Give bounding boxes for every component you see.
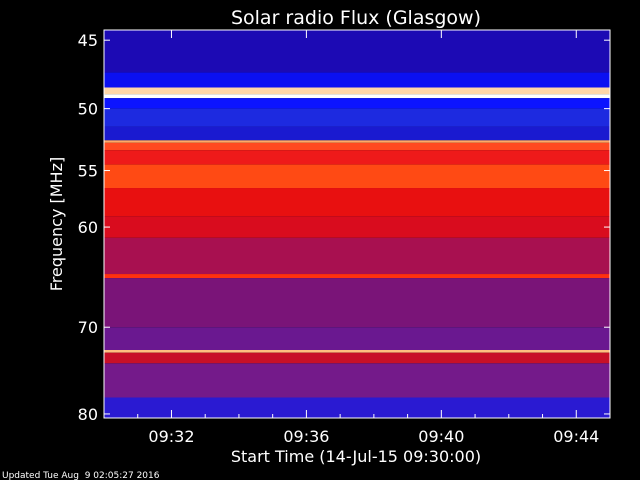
- plot-frame: [103, 29, 611, 419]
- spectrogram-band-20: [104, 397, 610, 418]
- y-tick-label: 80: [78, 405, 98, 424]
- plot-area: [104, 30, 610, 418]
- spectrogram-band-11: [104, 188, 610, 217]
- spectrogram-band-12: [104, 216, 610, 238]
- x-tick-label: 09:32: [148, 427, 194, 446]
- y-tick-label: 60: [78, 218, 98, 237]
- spectrogram-band-16: [104, 327, 610, 351]
- spectrogram-band-6: [104, 126, 610, 141]
- spectrogram-band-5: [104, 108, 610, 127]
- y-tick-label: 70: [78, 318, 98, 337]
- spectrogram-band-8: [104, 142, 610, 151]
- x-axis-label: Start Time (14-Jul-15 09:30:00): [231, 447, 481, 466]
- x-axis: 09:32 09:36 09:40 09:44: [103, 30, 611, 446]
- spectrogram-band-0: [104, 30, 610, 73]
- spectrogram-band-13: [104, 237, 610, 275]
- y-tick-label: 55: [78, 162, 98, 181]
- chart-title: Solar radio Flux (Glasgow): [231, 7, 481, 29]
- spectrogram-band-9: [104, 150, 610, 165]
- y-tick-label: 50: [78, 100, 98, 119]
- x-tick-label: 09:36: [283, 427, 329, 446]
- spectrogram-band-15: [104, 278, 610, 328]
- spectrogram-band-17: [104, 350, 610, 353]
- spectrogram-band-7: [104, 140, 610, 143]
- spectrogram-band-10: [104, 164, 610, 189]
- spectrogram-band-1: [104, 72, 610, 88]
- spectrogram-band-4: [104, 98, 610, 109]
- x-tick-label: 09:40: [418, 427, 464, 446]
- y-axis: 45 50 55 60 70 80: [78, 31, 610, 424]
- spectrogram-band-2: [104, 87, 610, 95]
- spectrogram-band-19: [104, 363, 610, 398]
- spectrogram-band-14: [104, 274, 610, 279]
- spectrogram-band-18: [104, 352, 610, 364]
- y-tick-label: 45: [78, 31, 98, 50]
- x-tick-label: 09:44: [553, 427, 599, 446]
- y-axis-label: Frequency [MHz]: [47, 157, 66, 291]
- updated-timestamp: Updated Tue Aug 9 02:05:27 2016: [2, 471, 160, 480]
- spectrogram-band-3: [104, 94, 610, 99]
